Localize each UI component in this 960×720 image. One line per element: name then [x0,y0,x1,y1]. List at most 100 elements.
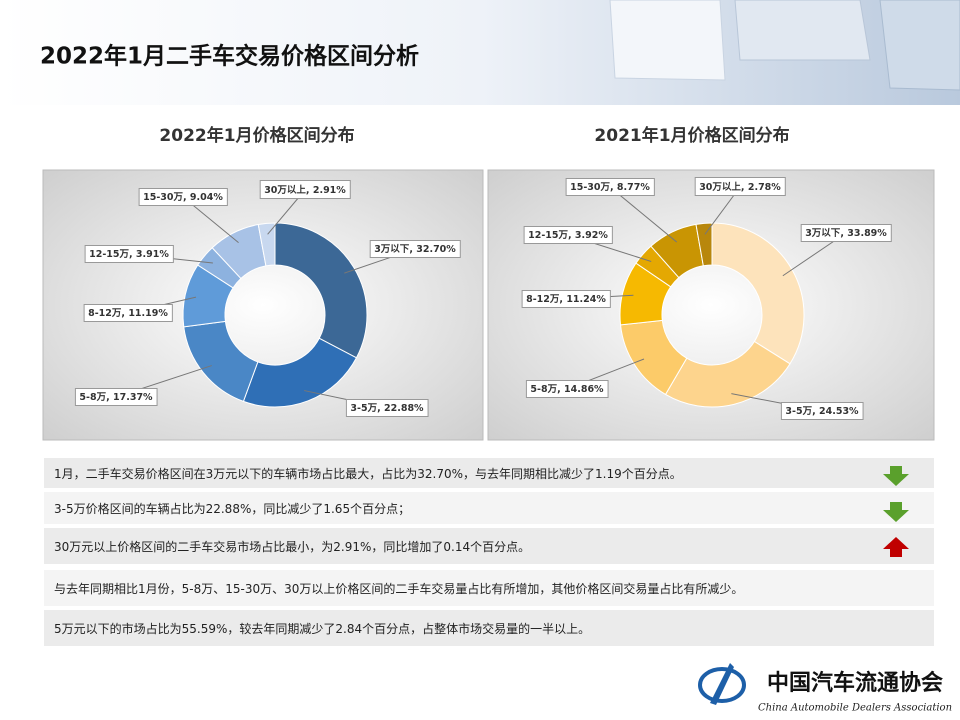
label-separator: , [106,392,113,403]
data-label: 3-5万, 22.88% [345,399,429,417]
label-value: 8.77% [617,182,650,193]
label-value: 3.92% [575,230,608,241]
donut-slice [695,222,713,267]
label-category: 5-8万 [79,392,106,403]
label-text: 5-8万, 14.86% [530,384,604,395]
label-box [800,224,892,242]
label-separator: , [610,182,617,193]
label-value: 2.91% [313,185,346,196]
label-separator: , [377,403,384,414]
label-box [369,240,461,258]
label-box [345,399,429,417]
cube-decor [734,0,871,61]
label-category: 12-15万 [528,230,568,241]
label-value: 17.37% [113,392,153,403]
label-value: 11.19% [128,308,168,319]
data-label: 3万以下, 32.70% [369,240,461,258]
logo-emblem [698,663,746,705]
label-category: 8-12万 [526,294,560,305]
label-value: 9.04% [190,192,223,203]
label-category: 3-5万 [785,406,812,417]
chart-title: 2022年1月价格区间分布 [159,125,354,146]
label-value: 2.78% [748,182,781,193]
note-row: 与去年同期相比1月份，5-8万、15-30万、30万以上价格区间的二手车交易量占… [44,570,934,608]
label-category: 12-15万 [89,249,129,260]
label-box [523,226,613,244]
data-label: 30万以上, 2.78% [694,177,786,196]
org-name: 中国汽车流通协会 [767,670,943,696]
label-category: 15-30万 [570,182,610,193]
data-label: 8-12万, 11.24% [521,290,611,308]
label-box [525,380,609,398]
label-separator: , [741,182,748,193]
label-category: 5-8万 [530,384,557,395]
label-category: 15-30万 [143,192,183,203]
label-text: 12-15万, 3.91% [89,249,169,260]
label-category: 3万以下 [374,244,410,255]
label-category: 30万以上 [264,184,306,196]
label-box [83,304,173,322]
label-text: 3-5万, 24.53% [785,406,859,417]
label-value: 14.86% [564,384,604,395]
label-box [694,177,786,196]
data-label: 12-15万, 3.92% [523,226,613,244]
label-separator: , [559,294,566,305]
label-text: 15-30万, 8.77% [570,182,650,193]
label-separator: , [568,230,575,241]
label-box [780,402,864,420]
label-text: 15-30万, 9.04% [143,192,223,203]
note-row: 3-5万价格区间的车辆占比为22.88%，同比减少了1.65个百分点； [44,492,934,526]
label-text: 5-8万, 17.37% [79,392,153,403]
label-separator: , [557,384,564,395]
label-box [138,188,228,206]
label-separator: , [121,308,128,319]
label-separator: , [409,244,416,255]
label-text: 3万以下, 32.70% [374,244,456,255]
data-label: 3万以下, 33.89% [800,224,892,242]
org-name-en: China Automobile Dealers Association [758,703,952,714]
label-separator: , [129,249,136,260]
note-arrows [883,466,909,557]
data-label: 5-8万, 14.86% [525,380,609,398]
label-text: 3万以下, 33.89% [805,228,887,239]
label-value: 3.91% [136,249,169,260]
note-row: 1月，二手车交易价格区间在3万元以下的车辆市场占比最大，占比为32.70%，与去… [44,458,934,490]
label-box [74,388,158,406]
label-box [259,180,351,199]
label-text: 8-12万, 11.19% [88,308,168,319]
data-label: 15-30万, 9.04% [138,188,228,206]
data-label: 30万以上, 2.91% [259,180,351,199]
data-label: 8-12万, 11.19% [83,304,173,322]
label-separator: , [306,185,313,196]
label-value: 22.88% [384,403,424,414]
data-label: 3-5万, 24.53% [780,402,864,420]
cube-decor [609,0,726,81]
label-value: 32.70% [416,244,456,255]
donut-slice [274,222,368,359]
label-category: 3-5万 [350,403,377,414]
label-value: 33.89% [847,228,887,239]
label-box [84,245,174,263]
note-row: 5万元以下的市场占比为55.59%，较去年同期减少了2.84个百分点，占整体市场… [44,610,934,648]
chart-title: 2021年1月价格区间分布 [594,125,789,146]
label-text: 30万以上, 2.91% [264,184,346,196]
label-text: 12-15万, 3.92% [528,230,608,241]
cube-decor [879,0,960,91]
label-category: 8-12万 [88,308,122,319]
data-label: 12-15万, 3.91% [84,245,174,263]
slide-title: 2022年1月二手车交易价格区间分析 [40,43,419,70]
label-value: 11.24% [566,294,606,305]
donut-slice [711,222,805,365]
leader-line [609,186,678,243]
label-separator: , [183,192,190,203]
data-label: 5-8万, 17.37% [74,388,158,406]
note-row: 30万元以上价格区间的二手车交易市场占比最小，为2.91%，同比增加了0.14个… [44,528,934,566]
data-label: 15-30万, 8.77% [565,178,655,196]
label-text: 30万以上, 2.78% [699,181,781,193]
label-category: 30万以上 [699,181,741,193]
label-separator: , [812,406,819,417]
donut-slice [257,222,276,267]
label-value: 24.53% [819,406,859,417]
